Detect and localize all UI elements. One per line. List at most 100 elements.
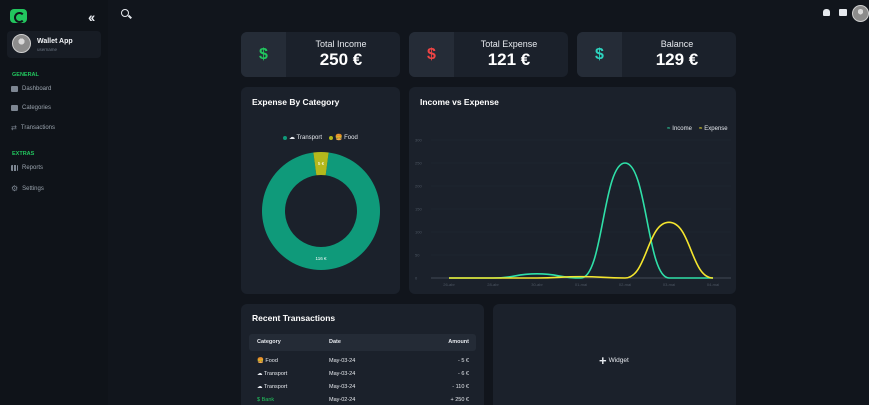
income-vs-expense-card: Income vs Expense ≈ Income ≈ Expense 0 50… xyxy=(409,87,736,294)
folder-icon xyxy=(11,105,18,111)
sidebar: ‹‹ Wallet App username GENERAL Dashboard… xyxy=(0,0,108,405)
row-amount: - 6 € xyxy=(457,371,469,377)
section-label-general: GENERAL xyxy=(12,72,39,78)
search-icon[interactable] xyxy=(121,9,129,17)
widget-label: Widget xyxy=(608,357,629,364)
legend-label: ☁ Transport xyxy=(289,135,323,141)
x-tick-label: 01-mai xyxy=(575,282,587,287)
table-header: Category Date Amount xyxy=(249,334,476,351)
y-tick-label: 250 xyxy=(415,161,422,166)
y-tick-label: 100 xyxy=(415,230,422,235)
column-header-category[interactable]: Category xyxy=(257,339,281,345)
sidebar-item-settings[interactable]: ⚙ Settings xyxy=(11,184,44,193)
y-tick-label: 0 xyxy=(415,276,418,281)
section-label-extras: EXTRAS xyxy=(12,151,35,157)
donut-chart: 116 € 5 € xyxy=(262,152,380,270)
series-line-expense[interactable] xyxy=(449,221,714,279)
x-tick-label: 02-mai xyxy=(619,282,631,287)
profile-name: Wallet App xyxy=(37,38,73,45)
wave-icon: ≈ xyxy=(699,126,703,132)
stat-label: Total Expense xyxy=(480,39,538,49)
dollar-icon: $ xyxy=(241,32,286,77)
avatar xyxy=(12,34,31,53)
bar-chart-icon xyxy=(11,165,18,171)
card-title: Income vs Expense xyxy=(420,97,499,107)
stat-card-balance: $ Balance 129 € xyxy=(577,32,736,77)
gear-icon: ⚙ xyxy=(11,184,19,193)
plus-icon: + xyxy=(599,353,607,368)
legend-label: Expense xyxy=(704,126,728,132)
legend-label: Income xyxy=(672,126,692,132)
sidebar-item-reports[interactable]: Reports xyxy=(11,165,43,171)
legend-label: 🍔 Food xyxy=(335,135,358,141)
dollar-icon: $ xyxy=(577,32,622,77)
row-amount: + 250 € xyxy=(450,397,469,403)
sidebar-item-transactions[interactable]: ⇄ Transactions xyxy=(11,124,55,132)
profile-subtitle: username xyxy=(37,47,58,52)
dollar-icon: $ xyxy=(409,32,454,77)
y-tick-label: 300 xyxy=(415,138,422,143)
row-date: May-03-24 xyxy=(329,358,356,364)
stat-label: Balance xyxy=(660,39,694,49)
row-date: May-02-24 xyxy=(329,397,356,403)
x-tick-label: 30-abr xyxy=(531,282,543,287)
x-tick-label: 04-mai xyxy=(707,282,719,287)
series-line-income[interactable] xyxy=(449,162,713,279)
card-title: Expense By Category xyxy=(252,97,340,107)
add-widget-card[interactable]: + Widget xyxy=(493,304,736,405)
app-logo-icon[interactable] xyxy=(10,9,27,23)
y-tick-label: 200 xyxy=(415,184,422,189)
row-date: May-03-24 xyxy=(329,384,356,390)
stat-value: 121 € xyxy=(487,50,531,69)
x-tick-label: 03-mai xyxy=(663,282,675,287)
stat-value: 250 € xyxy=(319,50,363,69)
sidebar-item-categories[interactable]: Categories xyxy=(11,105,51,111)
row-amount: - 5 € xyxy=(457,358,469,364)
x-tick-label: 26-abr xyxy=(443,282,455,287)
legend-dot xyxy=(329,135,333,140)
stat-value: 129 € xyxy=(655,50,699,69)
legend-item-transport[interactable]: ☁ Transport xyxy=(283,134,322,141)
legend-dot xyxy=(283,135,287,140)
sidebar-item-label: Dashboard xyxy=(22,86,52,92)
user-profile[interactable]: Wallet App username xyxy=(7,31,101,58)
stat-card-income: $ Total Income 250 € xyxy=(241,32,400,77)
y-tick-label: 50 xyxy=(415,253,420,258)
legend-item-income[interactable]: ≈ Income xyxy=(667,126,692,132)
card-title: Recent Transactions xyxy=(252,313,336,323)
sidebar-item-label: Transactions xyxy=(20,125,55,131)
sidebar-item-label: Settings xyxy=(22,185,44,192)
row-date: May-03-24 xyxy=(329,371,356,377)
donut-slice-transport[interactable] xyxy=(262,152,380,270)
bell-icon[interactable] xyxy=(823,9,830,16)
sidebar-item-label: Categories xyxy=(22,105,52,111)
add-widget-button[interactable]: + Widget xyxy=(599,354,629,367)
expense-by-category-card: Expense By Category ☁ Transport 🍔 Food 1… xyxy=(241,87,400,294)
chat-icon[interactable] xyxy=(839,9,847,16)
slice-label: 116 € xyxy=(316,256,327,261)
column-header-date[interactable]: Date xyxy=(329,339,341,345)
sidebar-item-dashboard[interactable]: Dashboard xyxy=(11,86,51,92)
row-category: $ Bank xyxy=(257,397,275,403)
donut-slice-food[interactable] xyxy=(313,152,329,176)
row-category: ☁ Transport xyxy=(257,384,288,390)
legend-item-expense[interactable]: ≈ Expense xyxy=(699,126,728,132)
y-tick-label: 150 xyxy=(415,207,422,212)
arrows-icon: ⇄ xyxy=(11,125,17,132)
column-header-amount[interactable]: Amount xyxy=(448,339,469,345)
stat-label: Total Income xyxy=(315,39,367,49)
recent-transactions-card: Recent Transactions Category Date Amount… xyxy=(241,304,484,405)
row-amount: - 110 € xyxy=(452,384,469,390)
wave-icon: ≈ xyxy=(667,126,671,132)
row-category: 🍔 Food xyxy=(257,358,278,364)
collapse-sidebar-icon[interactable]: ‹‹ xyxy=(88,9,95,25)
avatar[interactable] xyxy=(852,5,869,22)
calendar-icon xyxy=(11,86,18,92)
row-category: ☁ Transport xyxy=(257,371,288,377)
line-chart: 0 50 100 150 200 250 300 26-abr 28-abr 30-abr 01-m… xyxy=(415,138,731,287)
x-tick-label: 28-abr xyxy=(487,282,499,287)
slice-label: 5 € xyxy=(318,161,325,166)
stat-card-expense: $ Total Expense 121 € xyxy=(409,32,568,77)
sidebar-item-label: Reports xyxy=(22,165,44,171)
legend-item-food[interactable]: 🍔 Food xyxy=(329,134,358,141)
